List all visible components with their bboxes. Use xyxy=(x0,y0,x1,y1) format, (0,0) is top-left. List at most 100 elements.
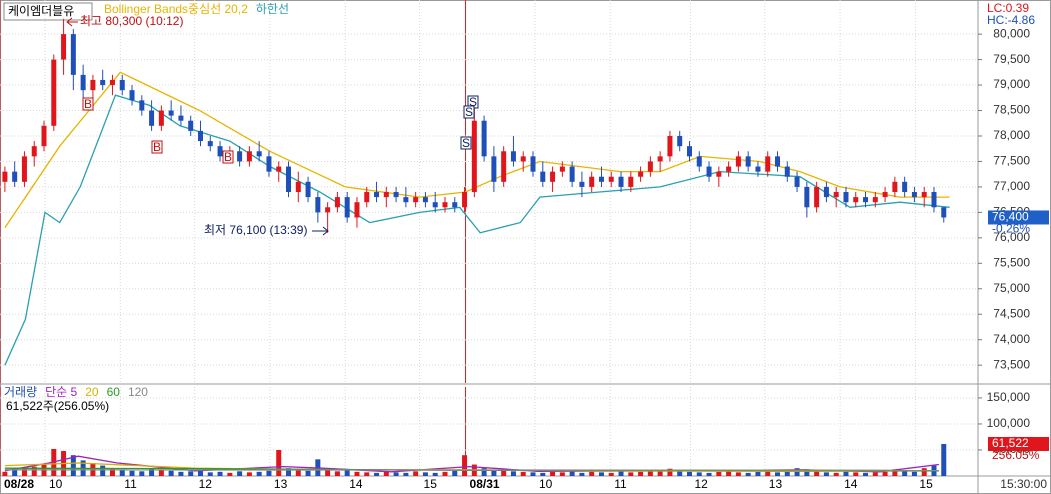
volume-bar xyxy=(12,469,18,476)
candle-body xyxy=(863,197,869,203)
volume-bar xyxy=(853,472,859,476)
volume-bar xyxy=(286,468,292,476)
candle-body xyxy=(2,171,8,182)
last-price-box xyxy=(988,210,1049,225)
x-tick-label: 08/28 xyxy=(4,477,34,491)
candle-body xyxy=(374,192,380,198)
candle-body xyxy=(139,100,145,111)
volume-bar xyxy=(100,465,106,476)
candle-body xyxy=(716,171,722,177)
last-price-label: 76,400 xyxy=(992,210,1029,224)
candle-body xyxy=(618,176,624,187)
y-tick-label: 80,000 xyxy=(993,26,1030,40)
signal-box xyxy=(222,150,234,164)
volume-bar xyxy=(863,472,869,476)
volume-bar xyxy=(618,471,624,476)
volume-bar xyxy=(403,472,409,476)
candle-body xyxy=(197,130,203,142)
candle-body xyxy=(442,202,448,208)
x-tick-label: 11 xyxy=(124,477,137,491)
volume-bar xyxy=(139,471,145,476)
candle-body xyxy=(41,125,47,147)
candle-body xyxy=(638,171,644,177)
volume-bar xyxy=(716,471,722,476)
volume-bar xyxy=(872,472,878,476)
volume-bar xyxy=(481,468,487,476)
volume-bar xyxy=(530,472,536,476)
ratio-label: 256.05% xyxy=(992,448,1040,462)
candle-body xyxy=(256,151,262,157)
candle-body xyxy=(266,156,272,172)
volume-bar xyxy=(246,472,252,476)
volume-bar xyxy=(432,472,438,476)
legend-entry: Bollinger Bands중심선 20,2 xyxy=(104,2,248,16)
volume-bar xyxy=(892,469,898,476)
candle-body xyxy=(921,192,927,198)
volume-bar xyxy=(598,472,604,476)
signal-label: S xyxy=(465,105,473,119)
x-tick-label: 11 xyxy=(614,477,627,491)
candle-body xyxy=(491,156,497,182)
volume-bar xyxy=(765,470,771,476)
volume-bar xyxy=(569,471,575,476)
candle-body xyxy=(814,186,820,208)
volume-bar xyxy=(393,472,399,476)
last-volume-label: 61,522 xyxy=(992,436,1029,450)
candle-body xyxy=(80,74,86,91)
candle-body xyxy=(941,207,947,218)
candle-body xyxy=(168,110,174,116)
volume-bar xyxy=(158,469,164,476)
y-tick-label: 79,000 xyxy=(993,77,1030,91)
candle-body xyxy=(217,146,223,157)
candle-body xyxy=(149,110,155,126)
candle-body xyxy=(100,79,106,86)
volume-bar xyxy=(814,471,820,476)
last-volume-box xyxy=(988,436,1049,451)
volume-bar xyxy=(882,471,888,476)
volume-bar xyxy=(794,468,800,476)
x-tick-label: 10 xyxy=(49,477,63,491)
y-tick-label: 77,500 xyxy=(993,154,1030,168)
volume-bar xyxy=(70,455,76,476)
candle-body xyxy=(589,176,595,187)
candle-body xyxy=(569,166,575,182)
volume-bar xyxy=(745,472,751,476)
candle-body xyxy=(246,151,252,162)
candle-body xyxy=(178,115,184,121)
legend-entry: 20 xyxy=(85,385,99,399)
stock-title: 케이엠더블유 xyxy=(8,4,74,18)
candle-body xyxy=(550,171,556,182)
candle-body xyxy=(902,181,908,193)
candle-body xyxy=(520,156,526,162)
x-tick-label: 15 xyxy=(424,477,438,491)
volume-bar xyxy=(941,443,947,476)
candle-body xyxy=(559,166,565,172)
signal-box xyxy=(82,97,94,111)
candle-body xyxy=(853,197,859,203)
low-label: 최저 76,100 (13:39) xyxy=(204,223,307,237)
candle-body xyxy=(882,192,888,198)
candle-body xyxy=(354,202,360,218)
candle-body xyxy=(843,192,849,203)
volume-bar xyxy=(843,471,849,476)
volume-bar xyxy=(383,471,389,476)
candle-body xyxy=(657,156,663,162)
candle-body xyxy=(51,59,57,126)
candle-body xyxy=(207,141,213,147)
low-arrow xyxy=(312,226,329,236)
volume-title: 거래량 xyxy=(4,385,37,399)
volume-bar xyxy=(178,471,184,476)
volume-bar xyxy=(696,472,702,476)
volume-bar xyxy=(501,469,507,476)
candle-body xyxy=(726,166,732,172)
volume-bar xyxy=(413,471,419,476)
candle-body xyxy=(315,197,321,213)
candle-body xyxy=(598,176,604,182)
volume-bar xyxy=(520,471,526,476)
candle-body xyxy=(432,202,438,208)
volume-bar xyxy=(559,472,565,476)
candle-body xyxy=(276,166,282,172)
volume-bar xyxy=(256,471,262,476)
